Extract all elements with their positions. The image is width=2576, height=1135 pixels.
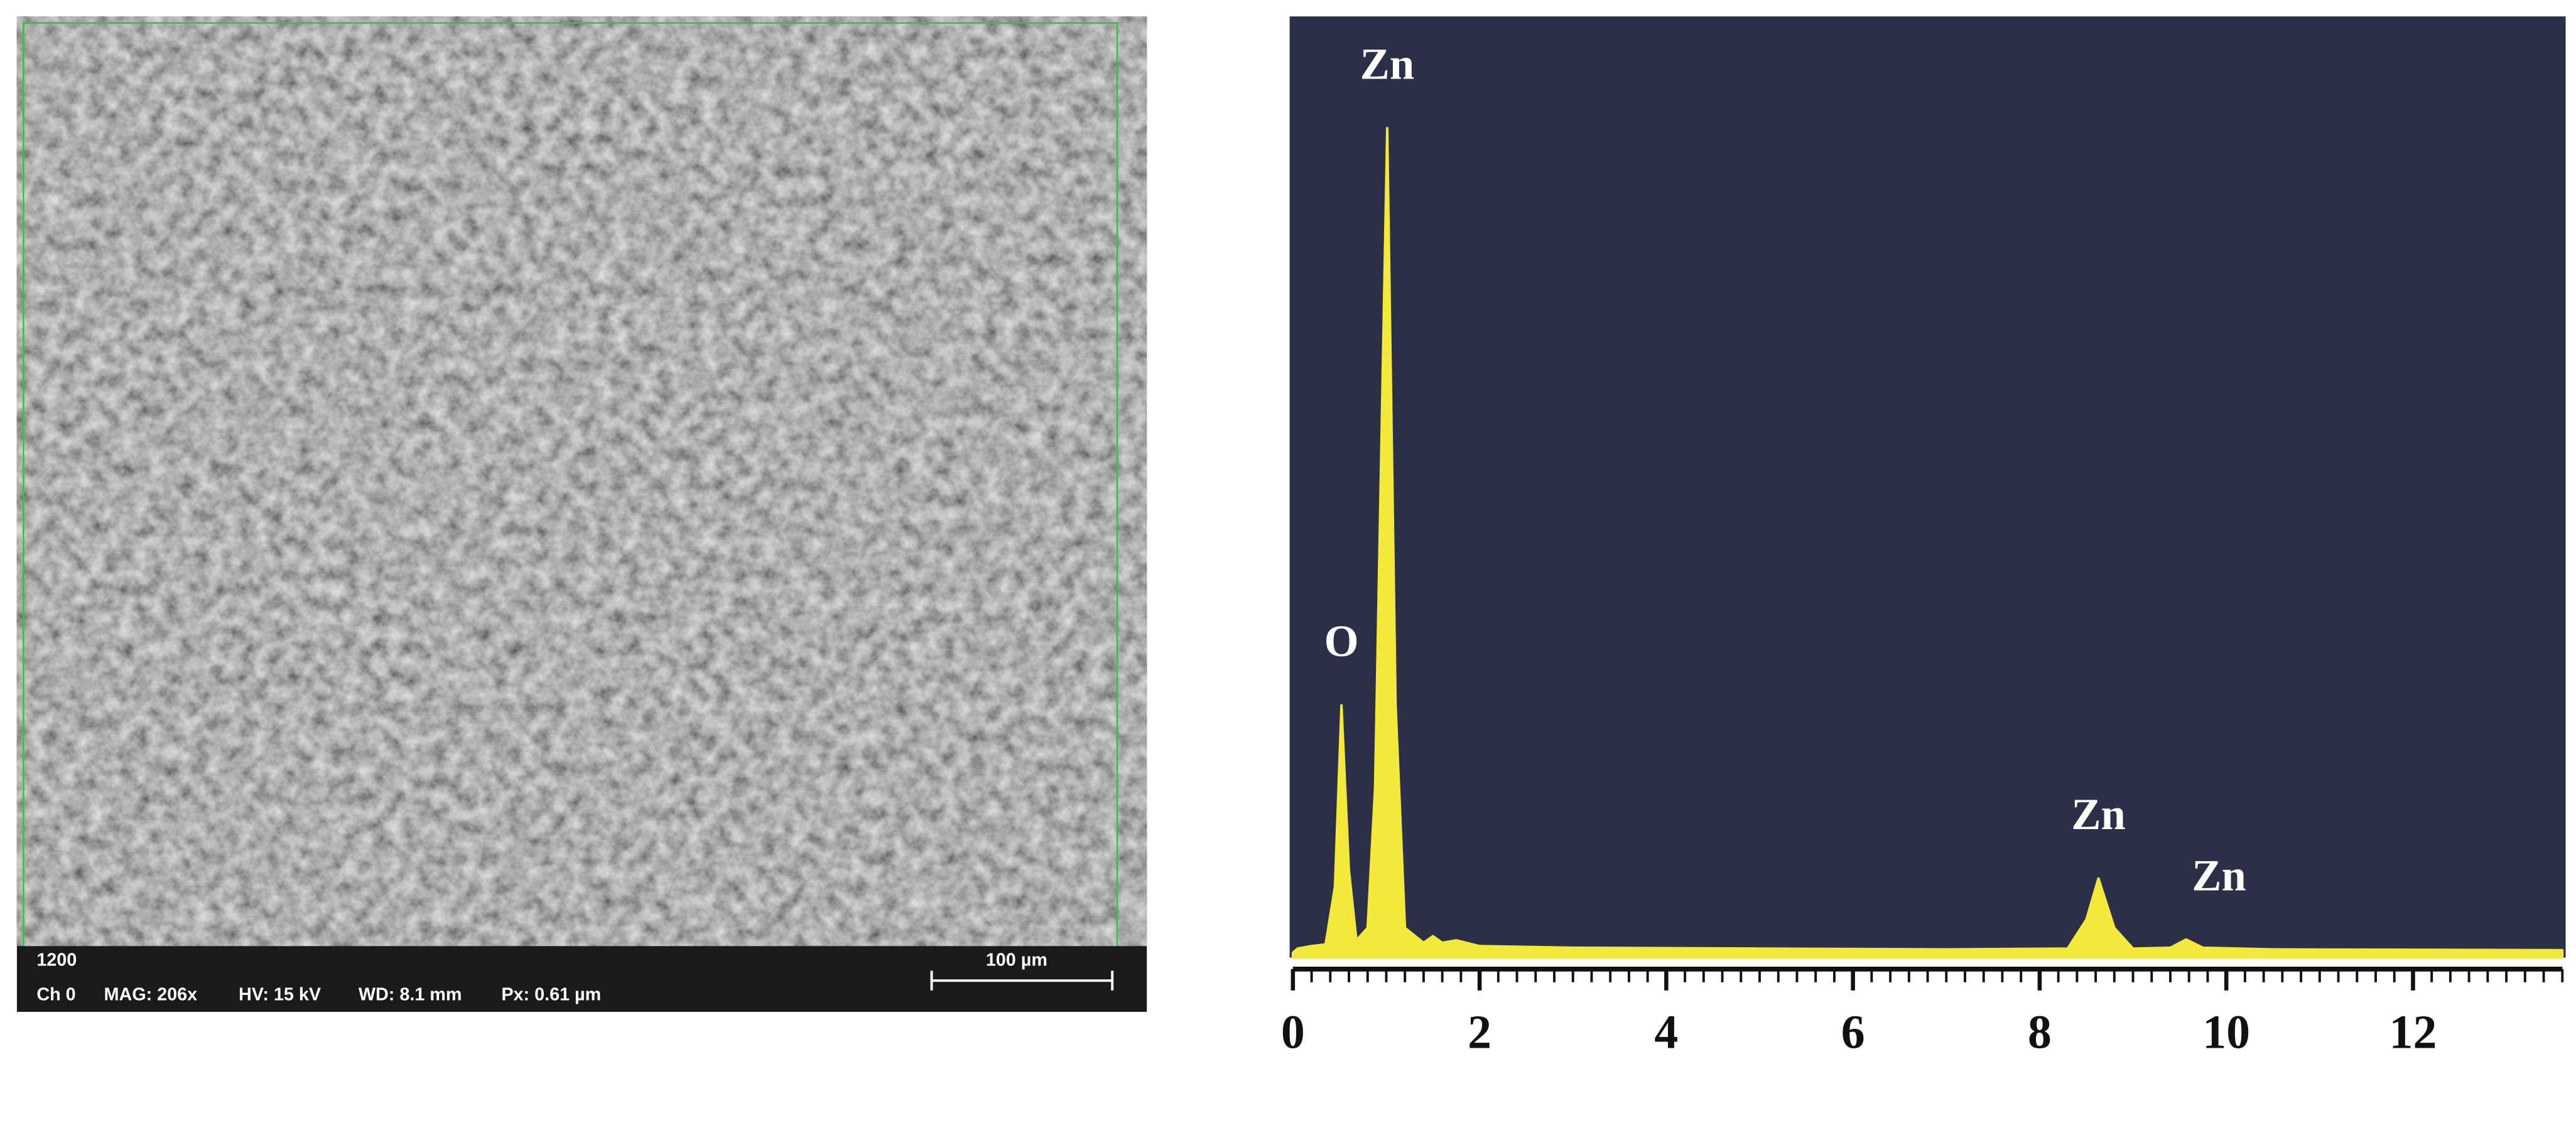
x-tick-label: 6 (1841, 1006, 1865, 1058)
x-axis-label: KeV (2179, 1129, 2271, 1135)
sem-info: HV: 15 kV (239, 985, 321, 1005)
sem-id: 1200 (36, 950, 77, 970)
sem-info-bar (16, 946, 1147, 1012)
x-tick-label: 2 (1468, 1006, 1491, 1058)
peak-label: Zn (1360, 40, 1414, 89)
sem-texture (16, 16, 1147, 947)
x-tick-label: 12 (2389, 1006, 2437, 1058)
spectrum-area (1291, 127, 2564, 959)
sem-panel: 1200 100 µm Ch 0 MAG: 206x HV: 15 kV WD:… (16, 16, 1147, 1012)
x-tick-label: 0 (1281, 1006, 1305, 1058)
eds-chart: KeV 0 2 4 6 8 10 12 Zn O Zn Zn (1281, 16, 2566, 1135)
sem-info: WD: 8.1 mm (359, 985, 462, 1005)
plot-background (1289, 16, 2566, 958)
sem-info: Ch 0 (36, 985, 75, 1005)
x-tick-label: 10 (2202, 1006, 2250, 1058)
sem-info: Px: 0.61 µm (501, 985, 601, 1005)
peak-label: Zn (2192, 851, 2246, 900)
x-tick-label: 4 (1654, 1006, 1678, 1058)
peak-label: Zn (2071, 790, 2125, 839)
sem-info: MAG: 206x (104, 985, 198, 1005)
x-tick-label: 8 (2028, 1006, 2052, 1058)
peak-label: O (1324, 617, 1359, 666)
sem-scale-label: 100 µm (986, 950, 1047, 970)
